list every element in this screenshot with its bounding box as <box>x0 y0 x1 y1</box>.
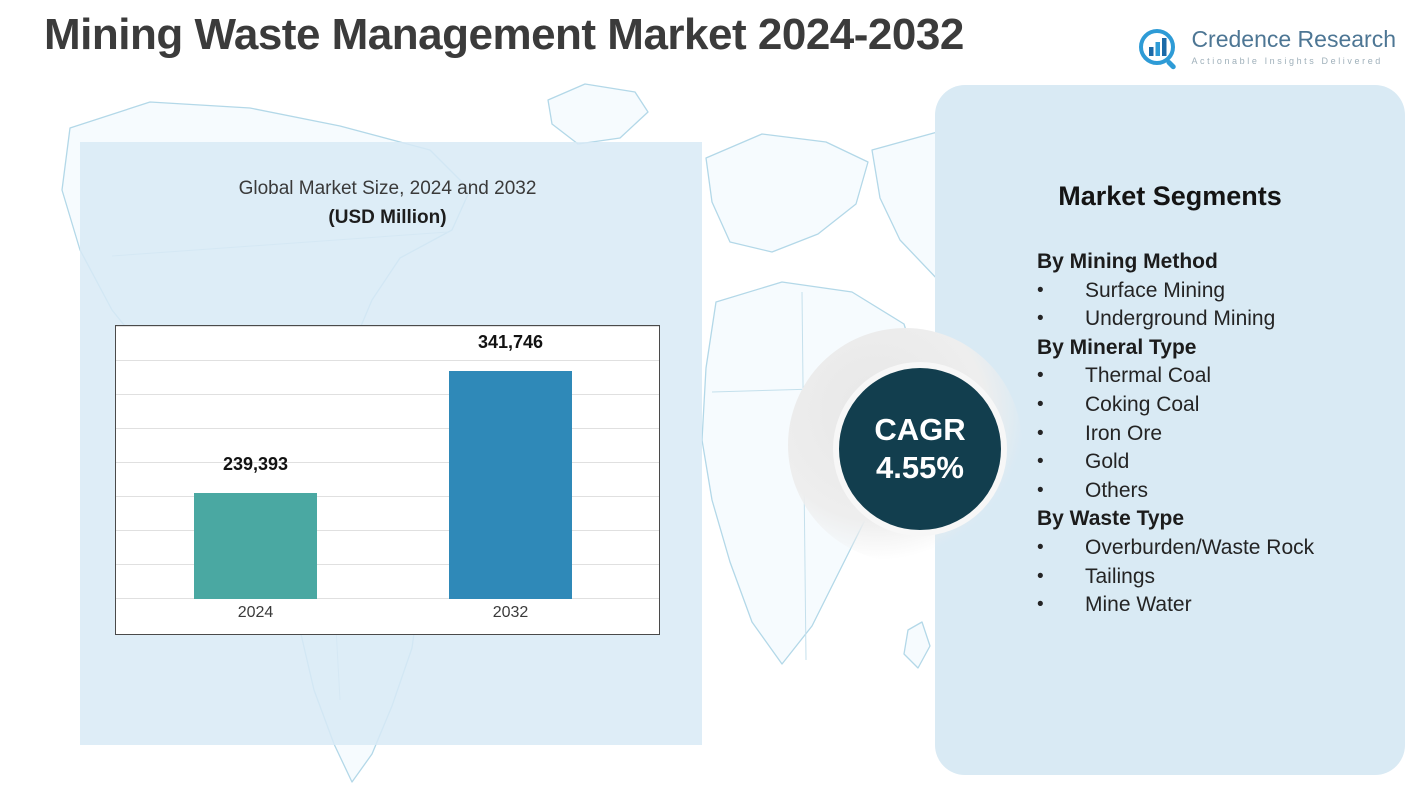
segment-item-label: Gold <box>1085 450 1130 474</box>
segment-item-label: Coking Coal <box>1085 392 1200 416</box>
brand-logo: Credence Research Actionable Insights De… <box>1136 26 1396 72</box>
bar-category-label: 2024 <box>237 604 274 621</box>
chart-title: Global Market Size, 2024 and 2032 (USD M… <box>115 178 660 229</box>
bullet-icon: • <box>1037 308 1044 330</box>
map-madagascar <box>903 621 931 669</box>
chart-title-line2: (USD Million) <box>328 207 447 228</box>
brand-tagline: Actionable Insights Delivered <box>1191 56 1383 66</box>
bar-value-label: 341,746 <box>477 332 544 352</box>
segment-item-label: Iron Ore <box>1085 421 1163 445</box>
bullet-icon: • <box>1037 393 1044 415</box>
segment-item-label: Mine Water <box>1085 593 1192 617</box>
segment-item-label: Overburden/Waste Rock <box>1085 535 1315 559</box>
bullet-icon: • <box>1037 365 1044 387</box>
bullet-icon: • <box>1037 565 1044 587</box>
market-size-panel: Global Market Size, 2024 and 2032 (USD M… <box>80 142 702 745</box>
segment-item-label: Thermal Coal <box>1085 364 1212 388</box>
brand-logo-text: Credence Research Actionable Insights De… <box>1191 26 1396 66</box>
segment-item: • Underground Mining <box>1037 305 1367 334</box>
map-greenland <box>547 83 649 145</box>
segment-item-label: Surface Mining <box>1085 278 1226 302</box>
bar-category-label: 2032 <box>492 604 529 621</box>
chart-plot: 239,393 341,746 <box>116 326 659 599</box>
cagr-badge: CAGR 4.55% <box>833 362 1007 536</box>
segment-item: • Thermal Coal <box>1037 362 1367 391</box>
segments-sections: By Mining Method • Surface Mining • Undergro… <box>935 248 1405 620</box>
segment-item: • Surface Mining <box>1037 277 1367 306</box>
segment-item: • Coking Coal <box>1037 391 1367 420</box>
bar-2032 <box>449 371 572 599</box>
cagr-value: 4.55% <box>876 450 964 485</box>
segment-item-label: Tailings <box>1085 564 1156 588</box>
segment-section-title: By Mineral Type <box>1037 335 1197 359</box>
segment-item: • Overburden/Waste Rock <box>1037 534 1367 563</box>
bullet-icon: • <box>1037 279 1044 301</box>
map-europe <box>705 133 869 253</box>
bullet-icon: • <box>1037 479 1044 501</box>
bullet-icon: • <box>1037 594 1044 616</box>
segment-item: • Mine Water <box>1037 591 1367 620</box>
bar-chart-magnifier-icon <box>1139 29 1177 70</box>
segment-item: • Iron Ore <box>1037 420 1367 449</box>
brand-name: Credence Research <box>1191 26 1396 52</box>
segment-section-title: By Waste Type <box>1037 507 1185 531</box>
segment-item-label: Underground Mining <box>1085 307 1276 331</box>
bullet-icon: • <box>1037 451 1044 473</box>
segments-heading: Market Segments <box>1058 181 1282 211</box>
bar-2024 <box>194 493 317 599</box>
chart-title-line1: Global Market Size, 2024 and 2032 <box>238 178 537 199</box>
bullet-icon: • <box>1037 422 1044 444</box>
segment-section-title: By Mining Method <box>1037 250 1218 273</box>
cagr-label: CAGR <box>874 412 966 447</box>
bullet-icon: • <box>1037 536 1044 558</box>
segment-item: • Tailings <box>1037 563 1367 592</box>
bar-chart: 239,393 341,746 2024 2032 <box>115 325 660 635</box>
segment-item-label: Others <box>1085 478 1149 502</box>
bar-value-label: 239,393 <box>222 454 289 474</box>
segment-item: • Others <box>1037 477 1367 506</box>
segment-item: • Gold <box>1037 448 1367 477</box>
page-title: Mining Waste Management Market 2024-2032 <box>44 10 964 59</box>
